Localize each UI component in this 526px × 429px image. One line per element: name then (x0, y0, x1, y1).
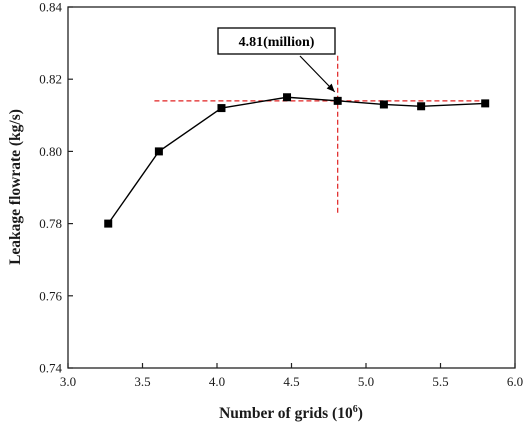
data-point-marker (481, 99, 490, 108)
annotation-box (217, 27, 336, 55)
annotation-arrow-line (299, 55, 336, 93)
y-tick-label: 0.80 (39, 144, 62, 159)
x-tick-label: 5.5 (432, 374, 448, 389)
x-tick-label: 5.0 (358, 374, 374, 389)
y-axis-title: Leakage flowrate (kg/s) (7, 109, 24, 265)
annotation-label: 4.81(million) (239, 35, 315, 50)
y-tick-label: 0.82 (39, 72, 62, 87)
plot-frame (67, 6, 516, 369)
axis-ticks: 3.0 3.5 4.0 4.5 5.0 5.5 6.0 0.74 0.76 0.78 0.80 0.8… (39, 0, 523, 389)
data-point-marker (333, 96, 342, 105)
data-point-marker (154, 147, 163, 156)
x-tick-label: 4.0 (209, 374, 225, 389)
annotation-arrowhead (326, 83, 335, 92)
data-point-marker (217, 104, 226, 113)
y-tick-label: 0.84 (39, 0, 62, 15)
annotation: 4.81(million) (217, 27, 336, 93)
reference-lines (154, 55, 489, 215)
x-tick-label: 6.0 (507, 374, 523, 389)
x-axis-title: Number of grids (106) (219, 404, 363, 422)
x-tick-label: 3.0 (60, 374, 76, 389)
data-point-marker (417, 102, 426, 111)
data-point-marker (283, 93, 292, 102)
x-tick-label: 3.5 (134, 374, 150, 389)
y-tick-label: 0.74 (39, 361, 62, 376)
x-tick-label: 4.5 (283, 374, 299, 389)
y-tick-label: 0.76 (39, 288, 62, 303)
series-line (107, 96, 486, 225)
y-tick-label: 0.78 (39, 216, 62, 231)
x-axis-title-exponent: 6 (353, 404, 358, 415)
data-series (104, 93, 490, 228)
data-point-marker (379, 100, 388, 109)
data-point-marker (104, 219, 113, 228)
